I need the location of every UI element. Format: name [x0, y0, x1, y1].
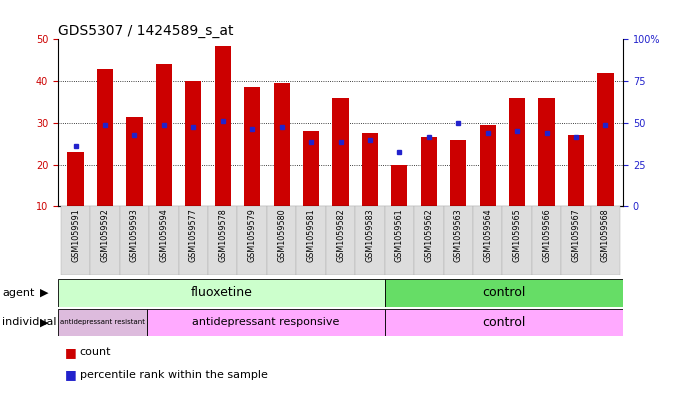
Text: antidepressant resistant: antidepressant resistant: [60, 319, 145, 325]
Bar: [149, 206, 178, 275]
Bar: [590, 206, 620, 275]
Text: GSM1059594: GSM1059594: [159, 208, 168, 262]
Bar: [58, 279, 385, 307]
Bar: [208, 206, 238, 275]
Bar: [156, 64, 172, 206]
Text: control: control: [482, 286, 526, 299]
Bar: [185, 81, 202, 206]
Bar: [509, 98, 525, 206]
Text: GSM1059578: GSM1059578: [218, 208, 227, 262]
Bar: [303, 131, 319, 206]
Bar: [332, 98, 349, 206]
Bar: [67, 152, 84, 206]
Bar: [296, 206, 326, 275]
Text: GSM1059564: GSM1059564: [484, 208, 492, 262]
Bar: [503, 206, 532, 275]
Text: GSM1059562: GSM1059562: [424, 208, 433, 262]
Text: GSM1059593: GSM1059593: [130, 208, 139, 262]
Bar: [597, 73, 614, 206]
Text: GSM1059563: GSM1059563: [454, 208, 463, 262]
Bar: [178, 206, 208, 275]
Text: GSM1059583: GSM1059583: [366, 208, 375, 262]
Text: GSM1059579: GSM1059579: [248, 208, 257, 262]
Text: GSM1059566: GSM1059566: [542, 208, 551, 262]
Bar: [385, 279, 623, 307]
Bar: [97, 68, 113, 206]
Bar: [568, 135, 584, 206]
Bar: [539, 98, 554, 206]
Text: GSM1059582: GSM1059582: [336, 208, 345, 262]
Bar: [147, 309, 385, 336]
Text: ■: ■: [65, 346, 76, 359]
Bar: [392, 165, 407, 206]
Text: percentile rank within the sample: percentile rank within the sample: [80, 370, 268, 380]
Text: GSM1059561: GSM1059561: [395, 208, 404, 262]
Text: GSM1059581: GSM1059581: [306, 208, 315, 262]
Text: control: control: [482, 316, 526, 329]
Bar: [473, 206, 503, 275]
Bar: [443, 206, 473, 275]
Text: antidepressant responsive: antidepressant responsive: [193, 317, 340, 327]
Bar: [355, 206, 385, 275]
Bar: [244, 87, 260, 206]
Bar: [362, 133, 378, 206]
Text: fluoxetine: fluoxetine: [191, 286, 253, 299]
Text: ▶: ▶: [39, 288, 48, 298]
Bar: [385, 206, 414, 275]
Bar: [479, 125, 496, 206]
Bar: [238, 206, 267, 275]
Text: GSM1059591: GSM1059591: [71, 208, 80, 262]
Text: GSM1059577: GSM1059577: [189, 208, 197, 262]
Bar: [421, 138, 437, 206]
Text: GDS5307 / 1424589_s_at: GDS5307 / 1424589_s_at: [58, 24, 234, 38]
Text: GSM1059565: GSM1059565: [513, 208, 522, 262]
Bar: [385, 309, 623, 336]
Text: agent: agent: [2, 288, 35, 298]
Bar: [561, 206, 590, 275]
Bar: [267, 206, 296, 275]
Bar: [215, 46, 231, 206]
Bar: [326, 206, 355, 275]
Text: individual: individual: [2, 317, 57, 327]
Bar: [414, 206, 443, 275]
Bar: [120, 206, 149, 275]
Text: count: count: [80, 347, 111, 357]
Bar: [274, 83, 289, 206]
Bar: [58, 309, 147, 336]
Bar: [450, 140, 466, 206]
Text: GSM1059592: GSM1059592: [101, 208, 110, 262]
Bar: [91, 206, 120, 275]
Bar: [532, 206, 561, 275]
Bar: [127, 117, 142, 206]
Text: ▶: ▶: [39, 317, 48, 327]
Text: GSM1059580: GSM1059580: [277, 208, 286, 262]
Bar: [61, 206, 91, 275]
Text: GSM1059568: GSM1059568: [601, 208, 610, 262]
Text: GSM1059567: GSM1059567: [571, 208, 580, 262]
Text: ■: ■: [65, 368, 76, 381]
